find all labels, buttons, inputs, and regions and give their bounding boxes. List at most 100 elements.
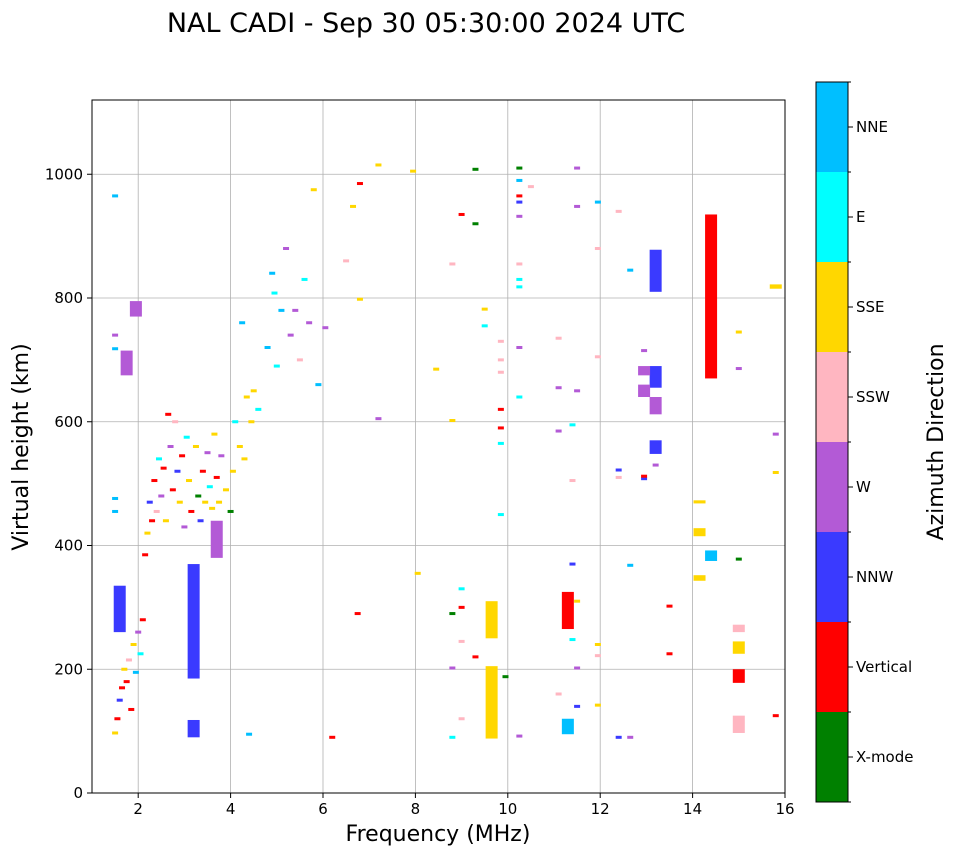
- echo-point-vertical: [165, 412, 172, 416]
- echo-point-x-mode: [449, 612, 456, 616]
- echo-point-nnw: [116, 698, 123, 702]
- echo-point-vertical: [458, 605, 465, 609]
- echo-point-ssw: [615, 475, 622, 479]
- echo-point-ssw: [555, 336, 562, 340]
- echo-point-nne: [239, 321, 246, 325]
- echo-point-vertical: [151, 479, 158, 483]
- echo-point-vertical: [199, 469, 206, 473]
- echo-point-e: [183, 435, 190, 439]
- colorbar-swatch-nne: [816, 82, 848, 172]
- echo-point-vertical: [160, 466, 167, 470]
- echo-segment-w: [638, 366, 651, 376]
- echo-point-sse: [121, 667, 128, 671]
- colorbar-label: Azimuth Direction: [924, 343, 949, 540]
- x-axis-label: Frequency (MHz): [346, 822, 531, 847]
- echo-point-nne: [246, 732, 253, 736]
- echo-point-vertical: [772, 714, 779, 718]
- colorbar-swatch-vertical: [816, 622, 848, 712]
- echo-point-w: [292, 308, 299, 312]
- y-axis-label: Virtual height (km): [9, 343, 34, 550]
- colorbar-label-nne: NNE: [856, 118, 888, 136]
- echo-point-nne: [269, 271, 276, 275]
- echo-point-w: [555, 429, 562, 433]
- echo-point-w: [574, 204, 581, 208]
- echo-point-nnw: [574, 704, 581, 708]
- echo-point-sse: [310, 188, 317, 192]
- echo-segment-vertical: [732, 669, 745, 683]
- echo-point-w: [204, 451, 211, 455]
- echo-point-nnw: [641, 477, 648, 481]
- echo-point-vertical: [641, 474, 648, 478]
- echo-point-e: [458, 587, 465, 591]
- echo-point-sse: [375, 163, 382, 167]
- echo-point-w: [735, 367, 742, 371]
- echo-point-ssw: [516, 262, 523, 266]
- echo-point-nne: [315, 383, 322, 387]
- echo-point-e: [516, 285, 523, 289]
- echo-point-w: [135, 630, 142, 634]
- y-tick-label: 0: [73, 784, 83, 802]
- echo-point-ssw: [449, 262, 456, 266]
- echo-point-vertical: [516, 194, 523, 198]
- echo-point-e: [449, 735, 456, 739]
- colorbar-label-sse: SSE: [856, 298, 885, 316]
- x-tick-label: 10: [498, 800, 517, 818]
- echo-point-sse: [350, 204, 357, 208]
- echo-point-sse: [209, 506, 216, 510]
- echo-point-sse: [229, 469, 236, 473]
- echo-point-vertical: [188, 509, 195, 513]
- echo-point-vertical: [139, 618, 146, 622]
- echo-segment-w: [638, 384, 651, 397]
- echo-segment-nne: [705, 550, 718, 561]
- echo-point-ssw: [594, 355, 601, 359]
- echo-segment-nne: [561, 718, 574, 735]
- echo-point-sse: [202, 500, 209, 504]
- echo-point-sse: [112, 731, 119, 735]
- echo-point-ssw: [527, 185, 534, 189]
- echo-segment-vertical: [561, 591, 574, 630]
- grid: [92, 100, 786, 794]
- echo-point-vertical: [458, 212, 465, 216]
- echo-segment-sse: [732, 641, 745, 654]
- echo-point-w: [375, 417, 382, 421]
- echo-point-nne: [112, 509, 119, 513]
- x-tick-label: 6: [318, 800, 328, 818]
- echo-segment-w: [649, 397, 662, 415]
- echo-point-sse: [250, 389, 257, 393]
- echo-point-ssw: [172, 420, 179, 424]
- x-axis-ticks: 2 4 6 8 10 12 14 16: [133, 793, 795, 818]
- echo-point-ssw: [497, 358, 504, 362]
- echo-point-vertical: [179, 454, 186, 458]
- y-tick-label: 600: [54, 413, 83, 431]
- echo-point-nne: [264, 346, 271, 349]
- x-tick-label: 14: [683, 800, 702, 818]
- echo-point-vertical: [169, 488, 176, 492]
- echo-point-sse: [481, 307, 488, 311]
- echo-point-nnw: [174, 469, 181, 473]
- echo-point-sse: [414, 571, 421, 575]
- echo-point-vertical: [356, 182, 363, 186]
- echo-point-w: [574, 389, 581, 393]
- echo-point-x-mode: [502, 675, 509, 679]
- echo-point-nnw: [569, 562, 576, 566]
- echo-point-vertical: [128, 707, 135, 711]
- y-tick-label: 800: [54, 289, 83, 307]
- echo-segment-nnw: [649, 440, 662, 454]
- echo-point-nne: [627, 268, 634, 272]
- x-tick-label: 16: [775, 800, 794, 818]
- echo-point-w: [516, 346, 523, 349]
- echo-segment-sse: [769, 284, 782, 289]
- echo-point-nne: [112, 496, 119, 500]
- echo-point-x-mode: [227, 509, 234, 513]
- x-tick-label: 8: [411, 800, 421, 818]
- echo-point-w: [112, 333, 119, 337]
- echo-point-nnw: [197, 519, 204, 523]
- echo-point-x-mode: [472, 167, 479, 171]
- echo-point-ssw: [458, 717, 465, 721]
- x-tick-label: 12: [591, 800, 610, 818]
- echo-point-nnw: [615, 468, 622, 472]
- echo-point-ssw: [555, 692, 562, 696]
- echo-segment-sse: [693, 528, 706, 537]
- echo-point-e: [273, 364, 280, 368]
